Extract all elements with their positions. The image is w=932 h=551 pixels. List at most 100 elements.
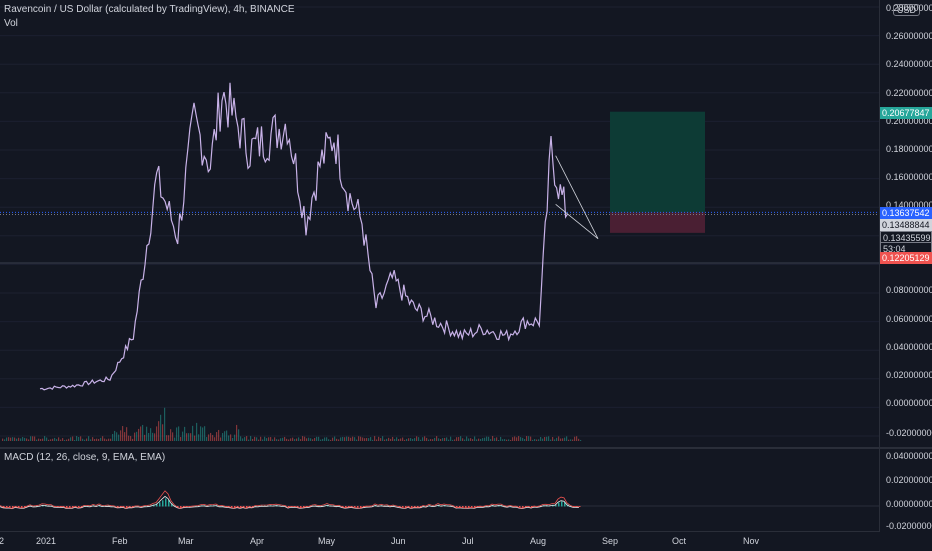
symbol-title: Ravencoin / US Dollar (calculated by Tra…: [4, 4, 295, 15]
volume-bar: [304, 436, 306, 441]
macd-histogram-bar: [345, 506, 347, 508]
volume-label: Vol: [4, 18, 18, 29]
volume-bar: [110, 438, 112, 441]
volume-bar: [462, 438, 464, 441]
price-label-b: 0.13488844: [880, 219, 932, 231]
volume-bar: [188, 433, 190, 441]
volume-bar: [124, 432, 126, 441]
volume-bar: [94, 439, 96, 441]
volume-bar: [80, 436, 82, 441]
volume-bar: [330, 439, 332, 441]
volume-bar: [390, 438, 392, 441]
time-label: Jun: [391, 536, 406, 546]
volume-bar: [478, 438, 480, 441]
volume-bar: [446, 437, 448, 441]
macd-histogram-bar: [87, 505, 89, 507]
volume-bar: [138, 428, 140, 441]
macd-histogram-bar: [63, 506, 65, 507]
volume-bar: [158, 421, 160, 441]
macd-histogram-bar: [288, 506, 290, 508]
macd-histogram-bar: [456, 506, 458, 508]
volume-bar: [172, 432, 174, 441]
volume-bar: [450, 436, 452, 441]
volume-bar: [248, 439, 250, 441]
volume-bar: [24, 437, 26, 441]
volume-bar: [474, 436, 476, 441]
volume-bar: [122, 426, 124, 441]
signal-line: [0, 495, 580, 510]
volume-bar: [232, 437, 234, 441]
price-scale[interactable]: USD 0.28000000 0.26000000 0.24000000 0.2…: [879, 0, 932, 447]
volume-bar: [344, 437, 346, 441]
target-price-label: 0.20677847: [880, 107, 932, 119]
price-series: [39, 82, 568, 391]
volume-bar: [202, 427, 204, 441]
macd-histogram-bar: [66, 506, 68, 508]
macd-histogram-bar: [219, 505, 221, 507]
volume-bar: [464, 439, 466, 441]
volume-bar: [112, 433, 114, 441]
time-axis[interactable]: 2 2021 Feb Mar Apr May Jun Jul Aug Sep O…: [0, 531, 880, 551]
macd-histogram-bar: [12, 506, 14, 508]
volume-bar: [336, 438, 338, 441]
macd-tick: 0.02000000: [886, 475, 932, 485]
pane-divider[interactable]: [0, 447, 932, 449]
time-label: Sep: [602, 536, 619, 546]
volume-bar: [556, 437, 558, 441]
volume-bar: [12, 437, 14, 441]
macd-histogram-bar: [465, 506, 467, 508]
volume-bar: [318, 436, 320, 441]
macd-histogram-bar: [162, 500, 164, 507]
volume-bar: [564, 437, 566, 441]
volume-bar: [104, 438, 106, 441]
volume-bar: [134, 432, 136, 441]
volume-bar: [54, 437, 56, 441]
macd-histogram-bar: [417, 506, 419, 508]
macd-pane[interactable]: MACD (12, 26, close, 9, EMA, EMA): [0, 449, 880, 531]
volume-bar: [218, 429, 220, 441]
macd-histogram-bar: [228, 506, 230, 507]
macd-histogram-bar: [510, 505, 512, 507]
volume-bar: [64, 439, 66, 441]
macd-line: [0, 490, 580, 509]
currency-button[interactable]: USD: [892, 4, 920, 16]
volume-bar: [512, 437, 514, 441]
main-chart-pane[interactable]: Ravencoin / US Dollar (calculated by Tra…: [0, 0, 880, 447]
volume-bar: [16, 438, 18, 441]
macd-histogram-bar: [579, 506, 581, 507]
volume-bar: [286, 438, 288, 441]
volume-bar: [210, 432, 212, 441]
macd-histogram-bar: [9, 506, 11, 508]
macd-histogram-bar: [180, 506, 182, 508]
volume-bar: [200, 426, 202, 441]
volume-bar: [472, 439, 474, 441]
volume-bar: [142, 424, 144, 441]
volume-bar: [438, 438, 440, 441]
macd-histogram-bar: [24, 506, 26, 508]
volume-bar: [78, 436, 80, 441]
macd-histogram-bar: [108, 505, 110, 507]
volume-bar: [544, 437, 546, 441]
volume-bar: [230, 434, 232, 441]
volume-bar: [396, 437, 398, 441]
price-chart[interactable]: [0, 0, 880, 447]
volume-bar: [88, 436, 90, 441]
macd-histogram-bar: [234, 506, 236, 508]
macd-chart[interactable]: [0, 449, 880, 531]
volume-bar: [84, 439, 86, 441]
volume-bar: [48, 439, 50, 441]
macd-histogram-bar: [123, 506, 125, 507]
volume-bar: [476, 439, 478, 441]
macd-histogram-bar: [27, 506, 29, 507]
volume-bar: [132, 438, 134, 441]
price-tick: -0.02000000: [886, 428, 932, 438]
macd-histogram-bar: [519, 506, 521, 508]
volume-bar: [468, 438, 470, 441]
volume-bar: [168, 435, 170, 441]
volume-bar: [92, 437, 94, 441]
time-label: Oct: [672, 536, 687, 546]
volume-bar: [532, 439, 534, 441]
macd-histogram-bar: [558, 502, 560, 507]
macd-histogram-bar: [246, 506, 248, 508]
macd-scale[interactable]: 0.04000000 0.02000000 0.00000000 -0.0200…: [879, 449, 932, 531]
